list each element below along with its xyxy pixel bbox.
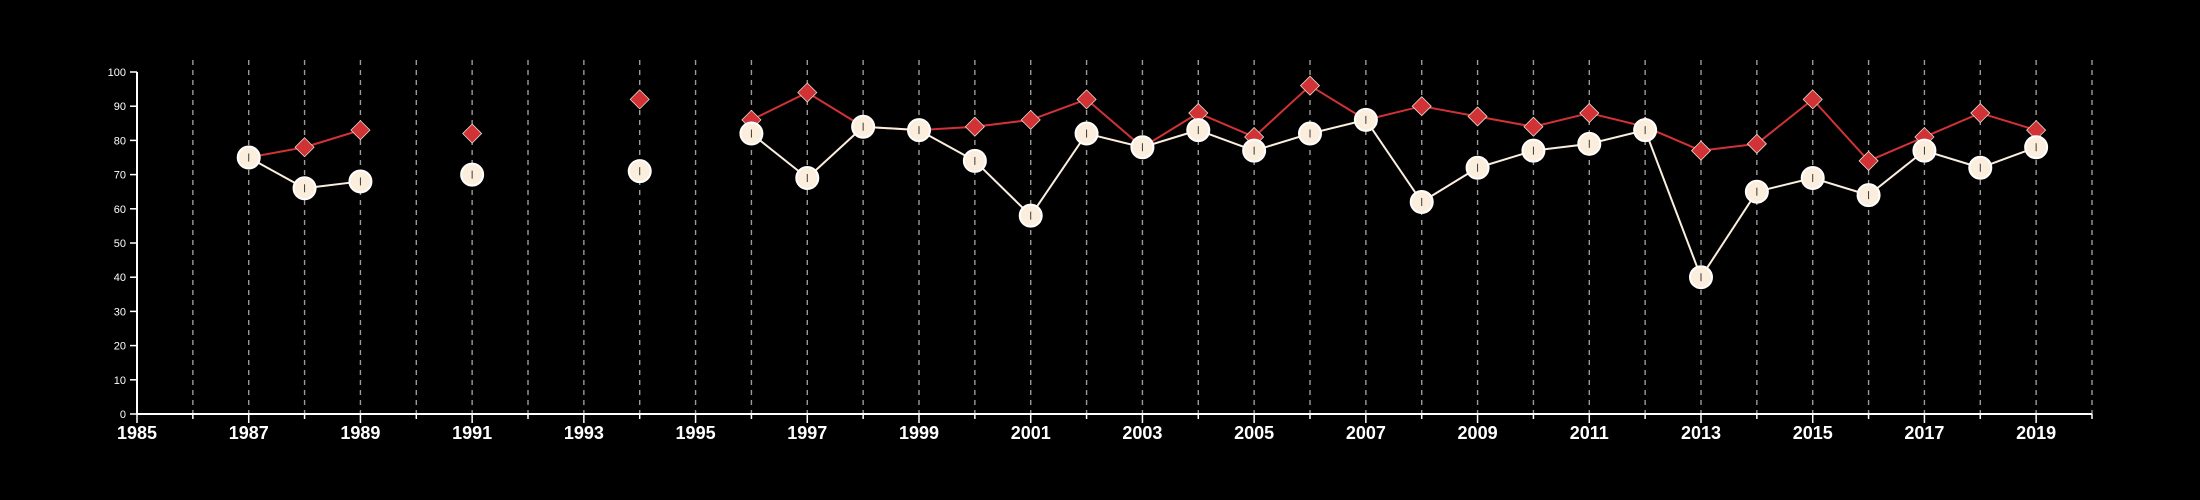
data-point-diamond bbox=[1579, 102, 1600, 124]
series-line-segment bbox=[1700, 191, 1758, 278]
series-line-segment bbox=[1533, 112, 1590, 128]
vertical-gridlines bbox=[192, 60, 2093, 414]
y-tick-label: 80 bbox=[114, 135, 126, 147]
series-line-segment bbox=[974, 160, 1032, 217]
series-line-segment bbox=[1197, 112, 1255, 138]
series-line-segment bbox=[806, 125, 864, 179]
data-point-diamond bbox=[1802, 89, 1823, 110]
data-point-diamond bbox=[1411, 96, 1432, 117]
x-tick-label: 2009 bbox=[1458, 423, 1498, 443]
data-point-diamond bbox=[1746, 133, 1767, 154]
y-tick-label: 70 bbox=[114, 170, 126, 182]
series-line-segment bbox=[1477, 115, 1534, 128]
series-line-segment bbox=[1365, 119, 1423, 203]
x-tick-label: 1991 bbox=[452, 423, 492, 443]
data-point-diamond bbox=[1076, 89, 1097, 110]
data-point-diamond bbox=[1523, 116, 1544, 137]
series-line-segment bbox=[1644, 129, 1702, 278]
data-point-diamond bbox=[629, 89, 650, 110]
series-line-segment bbox=[1421, 105, 1478, 118]
x-axis-ticks: 1985 1987 1989 1991 1993 1995 1997 1999 2001 2003… bbox=[117, 414, 2093, 443]
x-tick-label: 1995 bbox=[676, 423, 716, 443]
series-line-segment bbox=[1085, 98, 1144, 148]
y-tick-label: 40 bbox=[114, 272, 126, 284]
x-tick-label: 2013 bbox=[1681, 423, 1721, 443]
y-tick-label: 100 bbox=[108, 67, 126, 79]
data-point-diamond bbox=[1299, 75, 1321, 96]
x-tick-label: 2019 bbox=[2016, 423, 2056, 443]
series-line-segment bbox=[304, 129, 361, 149]
series-line-segment bbox=[974, 118, 1031, 128]
series-line-segment bbox=[1700, 142, 1757, 152]
series-line-segment bbox=[750, 91, 808, 121]
data-point-diamond bbox=[1467, 106, 1488, 127]
y-tick-label: 90 bbox=[114, 101, 126, 113]
series-line-segment bbox=[1868, 136, 1925, 162]
x-tick-label: 1989 bbox=[340, 423, 380, 443]
series-line-segment bbox=[1029, 132, 1088, 217]
data-point-diamond bbox=[1970, 102, 1991, 124]
x-tick-label: 1987 bbox=[229, 423, 269, 443]
y-tick-label: 20 bbox=[114, 341, 126, 353]
x-tick-label: 1985 bbox=[117, 423, 157, 443]
data-point-diamond bbox=[350, 120, 371, 141]
x-tick-label: 1999 bbox=[899, 423, 939, 443]
data-point-diamond bbox=[1020, 109, 1041, 130]
x-tick-label: 2007 bbox=[1346, 423, 1386, 443]
y-tick-label: 10 bbox=[114, 375, 126, 387]
data-point-diamond bbox=[964, 116, 985, 137]
x-tick-label: 1993 bbox=[564, 423, 604, 443]
x-tick-label: 2015 bbox=[1793, 423, 1833, 443]
series-line-segment bbox=[1924, 112, 1981, 138]
x-tick-label: 2017 bbox=[1904, 423, 1944, 443]
x-tick-label: 2005 bbox=[1234, 423, 1274, 443]
series-line-segment bbox=[1811, 98, 1870, 162]
data-point-diamond bbox=[797, 82, 818, 103]
x-tick-label: 2001 bbox=[1011, 423, 1051, 443]
y-axis-ticks: 0 10 20 30 40 50 60 70 80 90 100 bbox=[108, 67, 137, 421]
data-point-diamond bbox=[1858, 150, 1879, 171]
x-tick-label: 2011 bbox=[1570, 423, 1609, 443]
y-tick-label: 0 bbox=[120, 409, 126, 421]
y-tick-label: 50 bbox=[114, 238, 126, 250]
y-tick-label: 30 bbox=[114, 306, 126, 318]
y-tick-label: 60 bbox=[114, 204, 126, 216]
series-line-segment bbox=[1756, 98, 1814, 145]
series-line-segment bbox=[1030, 98, 1087, 121]
data-point-diamond bbox=[1690, 140, 1712, 161]
x-tick-label: 2003 bbox=[1122, 423, 1162, 443]
series-line-segment bbox=[1979, 112, 2037, 132]
data-point-diamond bbox=[462, 123, 483, 144]
x-tick-label: 1997 bbox=[787, 423, 827, 443]
series-circle bbox=[236, 107, 2049, 290]
series-line-segment bbox=[1253, 84, 1311, 138]
data-point-diamond bbox=[294, 137, 315, 158]
series bbox=[236, 75, 2049, 290]
